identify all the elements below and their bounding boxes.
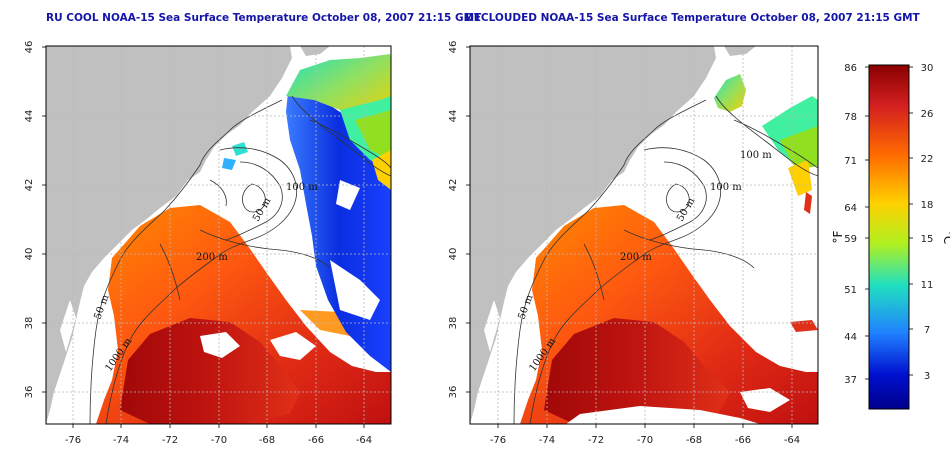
colorbar: 86 78 71 64 59 51 44 37 30 26 22 18 15 1… <box>831 63 950 410</box>
map-panel-raw: 100 m 50 m 200 m 50 m 1000 m -76 -74 -72… <box>24 41 392 446</box>
y-tick-label: 38 <box>448 317 459 330</box>
x-tick-label: -74 <box>113 435 129 446</box>
y-tick-label: 42 <box>448 179 459 192</box>
x-tick-label: -66 <box>308 435 324 446</box>
colorbar-gradient <box>868 64 910 410</box>
f-tick-label: 51 <box>844 285 857 296</box>
bathymetry-contours <box>513 95 818 424</box>
bathymetry-contours <box>89 95 391 424</box>
land-mass <box>46 46 292 424</box>
x-tick-label: -68 <box>686 435 702 446</box>
y-tick-label: 40 <box>24 248 35 261</box>
x-tick-label: -76 <box>65 435 81 446</box>
x-tick-label: -72 <box>162 435 178 446</box>
c-tick-label: 11 <box>921 280 934 291</box>
f-tick-label: 37 <box>844 375 857 386</box>
c-tick-label: 22 <box>921 154 934 165</box>
celsius-unit-label: °C <box>941 230 950 244</box>
c-tick-label: 3 <box>924 371 930 382</box>
y-tick-label: 44 <box>24 110 35 123</box>
panel-title-raw: RU COOL NOAA-15 Sea Surface Temperature … <box>46 12 482 24</box>
panel-title-declouded: DECLOUDED NOAA-15 Sea Surface Temperatur… <box>465 12 920 24</box>
c-tick-label: 30 <box>921 63 934 74</box>
contour-label: 100 m <box>710 182 742 193</box>
c-tick-label: 18 <box>921 200 934 211</box>
fahrenheit-unit-label: °F <box>831 230 845 243</box>
x-axis-ticks: -76 -74 -72 -70 -68 -66 -64 <box>65 435 372 446</box>
contour-label: 200 m <box>196 252 228 263</box>
x-tick-label: -64 <box>356 435 372 446</box>
y-tick-label: 38 <box>24 317 35 330</box>
y-tick-label: 46 <box>24 41 35 54</box>
lat-lon-grid <box>46 46 391 424</box>
x-tick-label: -74 <box>539 435 555 446</box>
y-tick-label: 40 <box>448 248 459 261</box>
x-tick-label: -64 <box>784 435 800 446</box>
contour-label: 200 m <box>620 252 652 263</box>
y-tick-label: 36 <box>24 386 35 399</box>
c-tick-label: 15 <box>921 234 934 245</box>
contour-label: 100 m <box>740 150 772 161</box>
f-tick-label: 64 <box>844 203 857 214</box>
f-tick-label: 86 <box>844 63 857 74</box>
f-tick-label: 44 <box>844 332 857 343</box>
map-frame <box>45 45 392 425</box>
c-tick-label: 26 <box>921 109 934 120</box>
contour-label: 100 m <box>286 182 318 193</box>
map-frame <box>469 45 819 425</box>
f-tick-label: 71 <box>844 156 857 167</box>
land-mass <box>470 46 716 424</box>
y-axis-ticks: 46 44 42 40 38 36 <box>448 41 459 399</box>
y-tick-label: 44 <box>448 110 459 123</box>
x-tick-label: -72 <box>588 435 604 446</box>
f-tick-label: 59 <box>844 234 857 245</box>
x-axis-ticks: -76 -74 -72 -70 -68 -66 -64 <box>490 435 800 446</box>
x-tick-label: -70 <box>637 435 653 446</box>
c-tick-label: 7 <box>924 325 930 336</box>
y-tick-label: 46 <box>448 41 459 54</box>
lat-lon-grid <box>470 46 818 424</box>
y-tick-label: 42 <box>24 179 35 192</box>
map-panel-declouded: 100 m 100 m 50 m 200 m 50 m 1000 m -76 -… <box>448 41 819 446</box>
celsius-ticks: 30 26 22 18 15 11 7 3 <box>921 63 934 382</box>
x-tick-label: -68 <box>259 435 275 446</box>
x-tick-label: -70 <box>211 435 227 446</box>
y-tick-label: 36 <box>448 386 459 399</box>
y-axis-ticks: 46 44 42 40 38 36 <box>24 41 35 399</box>
f-tick-label: 78 <box>844 112 857 123</box>
x-tick-label: -76 <box>490 435 506 446</box>
x-tick-label: -66 <box>735 435 751 446</box>
fahrenheit-ticks: 86 78 71 64 59 51 44 37 <box>844 63 857 386</box>
